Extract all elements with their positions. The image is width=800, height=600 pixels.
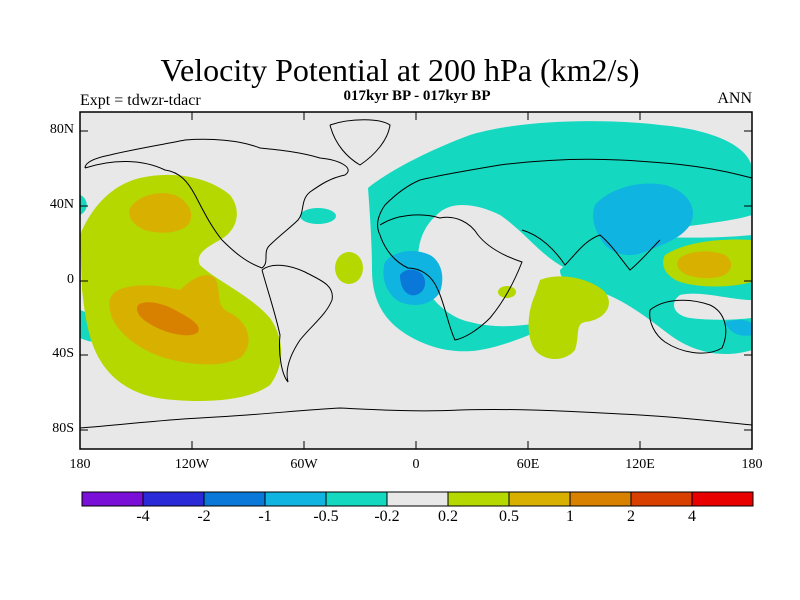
field-yellowgreen-indian <box>528 276 609 359</box>
lon-label-0: 0 <box>412 457 420 472</box>
field-cyan-eurasia <box>368 121 752 352</box>
colorbar-box <box>142 491 205 507</box>
experiment-label: Expt = tdwzr-tdacr <box>80 92 201 109</box>
lon-label-120e: 120E <box>625 457 655 472</box>
field-orange-northpacific <box>129 193 192 233</box>
lat-label-eq: 0 <box>67 272 74 287</box>
lon-label-60w: 60W <box>290 457 318 472</box>
lon-label-60e: 60E <box>516 457 540 472</box>
colorbar-box <box>325 491 388 507</box>
coast-africa-eurasia <box>377 158 753 341</box>
field-cyan-atlantic-small <box>300 208 336 224</box>
period-label: ANN <box>717 90 752 107</box>
map-subtitle: 017kyr BP - 017kyr BP <box>343 88 491 104</box>
colorbar <box>81 491 754 507</box>
field-yellowgreen-atlantic <box>335 252 363 284</box>
colorbar-label: -4 <box>136 508 150 525</box>
colorbar-label: -0.5 <box>313 508 339 525</box>
colorbar-box <box>203 491 266 507</box>
lon-label-120w: 120W <box>174 457 210 472</box>
lon-label-180e: 180 <box>741 457 763 472</box>
coast-australia <box>649 299 727 354</box>
map-title: Velocity Potential at 200 hPa (km2/s) <box>160 52 640 88</box>
colorbar-label: 0.5 <box>499 508 519 525</box>
colorbar-label: 0.2 <box>438 508 458 525</box>
colorbar-box <box>81 491 144 507</box>
coast-greenland <box>329 119 391 166</box>
lat-label-40n: 40N <box>49 197 74 212</box>
colorbar-box <box>508 491 571 507</box>
coast-south-asia <box>521 229 661 271</box>
lat-label-40s: 40S <box>52 346 74 361</box>
colorbar-box <box>691 491 754 507</box>
colorbar-box <box>386 491 449 507</box>
colorbar-label: -2 <box>197 508 211 525</box>
colorbar-box <box>569 491 632 507</box>
coast-south-america <box>261 264 333 383</box>
colorbar-box <box>447 491 510 507</box>
colorbar-label: 2 <box>627 508 635 525</box>
colorbar-label: 1 <box>566 508 574 525</box>
coast-north-america <box>84 138 349 269</box>
coastlines <box>79 119 753 429</box>
field-darkorange-southpacific <box>137 302 199 336</box>
colorbar-box <box>630 491 693 507</box>
lat-label-80n: 80N <box>49 122 74 137</box>
coast-antarctica <box>79 407 753 429</box>
lat-label-80s: 80S <box>52 421 74 436</box>
tick-marks <box>80 112 752 449</box>
contour-fields <box>80 121 752 402</box>
colorbar-label: 4 <box>688 508 696 525</box>
field-cyan-leftedge-1 <box>80 195 87 215</box>
field-yellowgreen-madagascar <box>498 286 516 298</box>
field-blue-pacific <box>725 319 752 336</box>
field-orange-westpacific <box>677 251 732 279</box>
colorbar-label: -0.2 <box>374 508 400 525</box>
lon-label-180w: 180 <box>69 457 91 472</box>
colorbar-label: -1 <box>258 508 272 525</box>
colorbar-box <box>264 491 327 507</box>
field-blue-africa-core <box>400 269 426 296</box>
field-blue-eastasia <box>593 183 693 256</box>
